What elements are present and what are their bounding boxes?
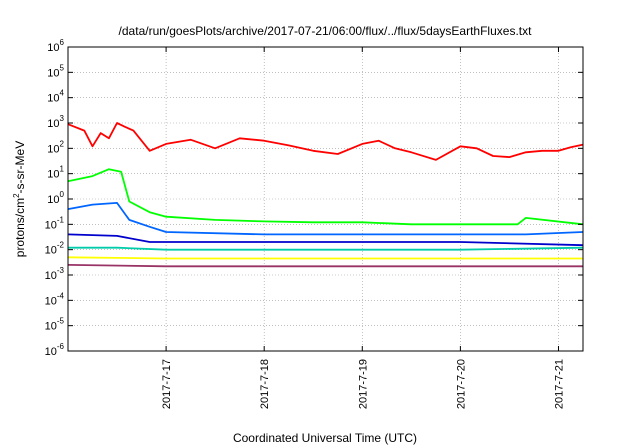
y-axis-label-part1: protons/cm	[13, 198, 27, 257]
y-axis-label-part2: -s-sr-MeV	[13, 141, 27, 194]
x-tick-label: 2017-7-17	[161, 359, 173, 409]
y-tick-label: 10-6	[45, 342, 65, 358]
series-line	[67, 256, 583, 260]
series-line	[67, 264, 583, 268]
y-tick-label: 106	[47, 38, 64, 54]
x-tick-label: 2017-7-21	[553, 359, 565, 409]
x-tick-label: 2017-7-20	[455, 359, 467, 409]
y-tick-label: 10-2	[45, 241, 65, 257]
x-axis-ticks: 2017-7-17 2017-7-18 2017-7-19 2017-7-20 2017…	[161, 47, 565, 409]
y-axis-ticks: 10-6 10-5 10-4 10-3 10-2 10-1 100 101 102 103 104 1…	[45, 38, 583, 358]
y-tick-label: 102	[47, 139, 64, 155]
series-line	[67, 122, 584, 161]
series-line	[68, 246, 584, 251]
y-tick-label: 103	[47, 114, 64, 130]
y-tick-label: 105	[47, 63, 64, 79]
series-line	[67, 233, 584, 247]
x-axis-label: Coordinated Universal Time (UTC)	[233, 431, 417, 445]
grid-lines	[68, 47, 583, 351]
series-line	[67, 168, 584, 226]
plot-frame	[67, 46, 584, 352]
series-line	[67, 202, 584, 236]
x-tick-label: 2017-7-18	[259, 359, 271, 409]
y-axis-label-superscript: 2	[12, 193, 21, 198]
chart-title: /data/run/goesPlots/archive/2017-07-21/0…	[119, 24, 533, 38]
y-tick-label: 10-1	[45, 215, 65, 231]
y-tick-label: 100	[47, 190, 64, 206]
y-tick-label: 10-5	[45, 317, 65, 333]
x-tick-label: 2017-7-19	[357, 359, 369, 409]
y-tick-label: 101	[47, 165, 64, 181]
y-tick-label: 104	[47, 89, 64, 105]
y-tick-label: 10-3	[45, 266, 65, 282]
series-lines	[67, 122, 584, 268]
y-tick-label: 10-4	[45, 291, 65, 307]
y-axis-label: protons/cm2-s-sr-MeV	[12, 141, 27, 257]
